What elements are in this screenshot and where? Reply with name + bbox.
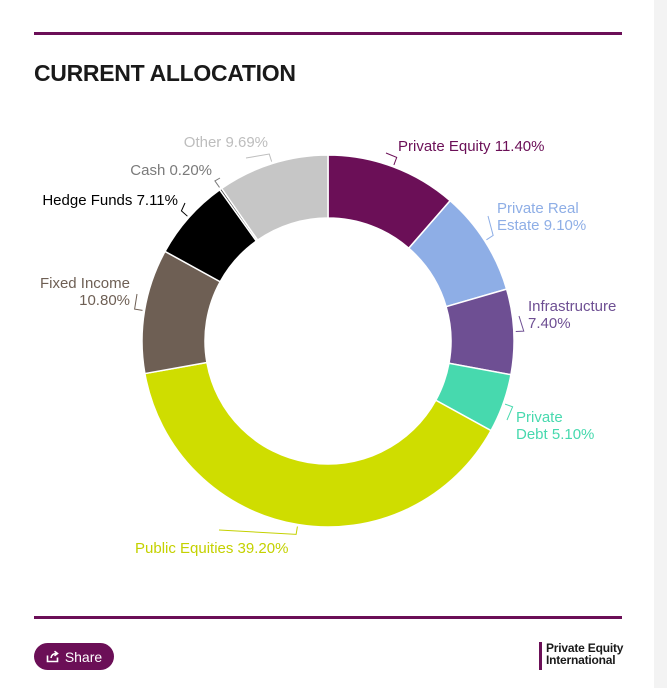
- label-private-equity: Private Equity 11.40%: [398, 138, 544, 155]
- connector-public-equities: [218, 526, 298, 535]
- donut-chart: Private Equity 11.40% Private Real Estate …: [40, 134, 616, 557]
- slice-other[interactable]: [220, 154, 329, 242]
- brand-logo[interactable]: Private Equity International: [539, 642, 623, 670]
- connector-infrastructure: [515, 315, 525, 333]
- brand-line-2: International: [546, 653, 616, 667]
- brand-line-1: Private Equity: [546, 641, 624, 655]
- label-fixed-income: Fixed Income 10.80%: [40, 275, 130, 309]
- label-infrastructure: Infrastructure 7.40%: [528, 298, 616, 332]
- connector-private-debt: [504, 403, 514, 421]
- label-hedge-funds: Hedge Funds 7.11%: [42, 192, 178, 209]
- connector-private-equity: [385, 152, 398, 166]
- share-button[interactable]: Share: [34, 643, 114, 670]
- connector-other: [245, 153, 273, 162]
- label-cash: Cash 0.20%: [130, 162, 212, 179]
- chart-title: CURRENT ALLOCATION: [34, 60, 296, 86]
- connector-private-real-estate: [486, 215, 494, 241]
- label-other: Other 9.69%: [184, 134, 268, 151]
- share-label: Share: [64, 648, 103, 665]
- bottom-divider: [34, 616, 622, 619]
- top-divider: [34, 32, 622, 35]
- connector-hedge-funds: [180, 202, 188, 217]
- label-private-real-estate: Private Real Estate 9.10%: [497, 200, 586, 234]
- label-public-equities: Public Equities 39.20%: [135, 540, 288, 557]
- connector-fixed-income: [134, 293, 143, 311]
- slice-public-equities[interactable]: [144, 361, 493, 528]
- connector-cash: [214, 177, 221, 188]
- share-icon: [46, 650, 59, 663]
- label-private-debt: Private Debt 5.10%: [516, 409, 594, 443]
